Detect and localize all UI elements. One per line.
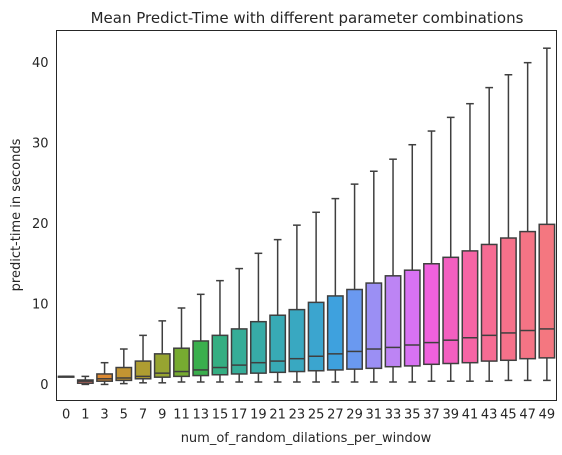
box-7 (134, 334, 152, 384)
x-tick-13: 13 (192, 408, 209, 423)
iqr-box-43 (480, 243, 498, 362)
iqr-box-11 (173, 347, 190, 378)
x-tick-49: 49 (539, 408, 556, 423)
box-3 (96, 361, 114, 386)
x-tick-labels: 0 1 3 5 7 9 11 13 15 17 19 21 23 25 27 29 31 33 35 37 39 41 43… (62, 408, 555, 423)
iqr-box-21 (269, 314, 287, 374)
box-0 (57, 375, 75, 378)
x-tick-9: 9 (158, 408, 166, 423)
x-tick-35: 35 (404, 408, 421, 423)
x-tick-43: 43 (481, 408, 498, 423)
y-tick-0: 0 (40, 378, 48, 393)
x-tick-45: 45 (500, 408, 517, 423)
x-tick-25: 25 (308, 408, 325, 423)
x-tick-15: 15 (212, 408, 229, 423)
x-tick-7: 7 (139, 408, 147, 423)
iqr-box-7 (134, 360, 152, 380)
iqr-box-45 (499, 237, 517, 362)
iqr-box-9 (153, 353, 171, 378)
iqr-box-5 (115, 366, 133, 382)
box-group (57, 47, 556, 386)
box-15 (211, 279, 229, 383)
box-13 (192, 293, 210, 383)
box-37 (423, 130, 440, 382)
iqr-box-49 (538, 223, 556, 359)
box-47 (519, 61, 537, 382)
x-axis-label: num_of_random_dilations_per_window (181, 431, 432, 446)
iqr-box-23 (288, 308, 306, 373)
iqr-box-41 (461, 250, 479, 364)
x-tick-21: 21 (269, 408, 286, 423)
iqr-box-15 (211, 334, 229, 376)
x-tick-47: 47 (519, 408, 536, 423)
x-tick-41: 41 (462, 408, 479, 423)
iqr-box-13 (192, 340, 210, 377)
box-17 (230, 267, 248, 383)
iqr-box-47 (519, 230, 537, 360)
box-23 (288, 224, 306, 383)
box-9 (153, 320, 171, 384)
plot-frame (56, 30, 557, 401)
y-tick-20: 20 (32, 217, 49, 232)
box-43 (480, 86, 498, 382)
box-21 (269, 238, 287, 383)
iqr-box-3 (96, 373, 114, 382)
box-45 (499, 73, 517, 382)
box-41 (461, 102, 479, 382)
x-tick-19: 19 (250, 408, 267, 423)
box-35 (403, 143, 421, 383)
x-tick-39: 39 (442, 408, 459, 423)
x-tick-27: 27 (327, 408, 344, 423)
box-25 (307, 211, 325, 383)
y-tick-30: 30 (32, 137, 49, 152)
x-tick-17: 17 (231, 408, 248, 423)
box-31 (365, 170, 383, 383)
x-tick-37: 37 (423, 408, 440, 423)
iqr-box-37 (423, 263, 440, 366)
iqr-box-25 (307, 301, 325, 372)
y-tick-40: 40 (32, 56, 49, 71)
iqr-box-31 (365, 282, 383, 370)
x-tick-31: 31 (366, 408, 383, 423)
iqr-box-27 (326, 295, 344, 371)
iqr-box-39 (442, 256, 460, 365)
box-1 (76, 375, 94, 386)
iqr-box-33 (384, 275, 402, 368)
iqr-box-19 (249, 320, 267, 374)
box-33 (384, 158, 402, 383)
iqr-box-35 (403, 269, 421, 367)
y-tick-10: 10 (32, 297, 49, 312)
x-tick-1: 1 (81, 408, 89, 423)
chart-title: Mean Predict-Time with different paramet… (91, 9, 524, 27)
box-5 (115, 348, 133, 385)
x-tick-23: 23 (289, 408, 306, 423)
box-11 (173, 307, 190, 383)
y-tick-labels: 0 10 20 30 40 (32, 56, 49, 393)
box-19 (249, 252, 267, 383)
iqr-box-17 (230, 328, 248, 375)
x-tick-11: 11 (173, 408, 190, 423)
y-axis-label: predict-time in seconds (9, 138, 24, 291)
iqr-box-29 (346, 288, 364, 370)
box-29 (346, 183, 364, 383)
box-49 (538, 47, 556, 382)
x-tick-3: 3 (100, 408, 108, 423)
x-tick-5: 5 (120, 408, 128, 423)
box-39 (442, 116, 460, 382)
x-tick-0: 0 (62, 408, 70, 423)
x-tick-29: 29 (346, 408, 363, 423)
x-tick-33: 33 (385, 408, 402, 423)
box-27 (326, 197, 344, 383)
